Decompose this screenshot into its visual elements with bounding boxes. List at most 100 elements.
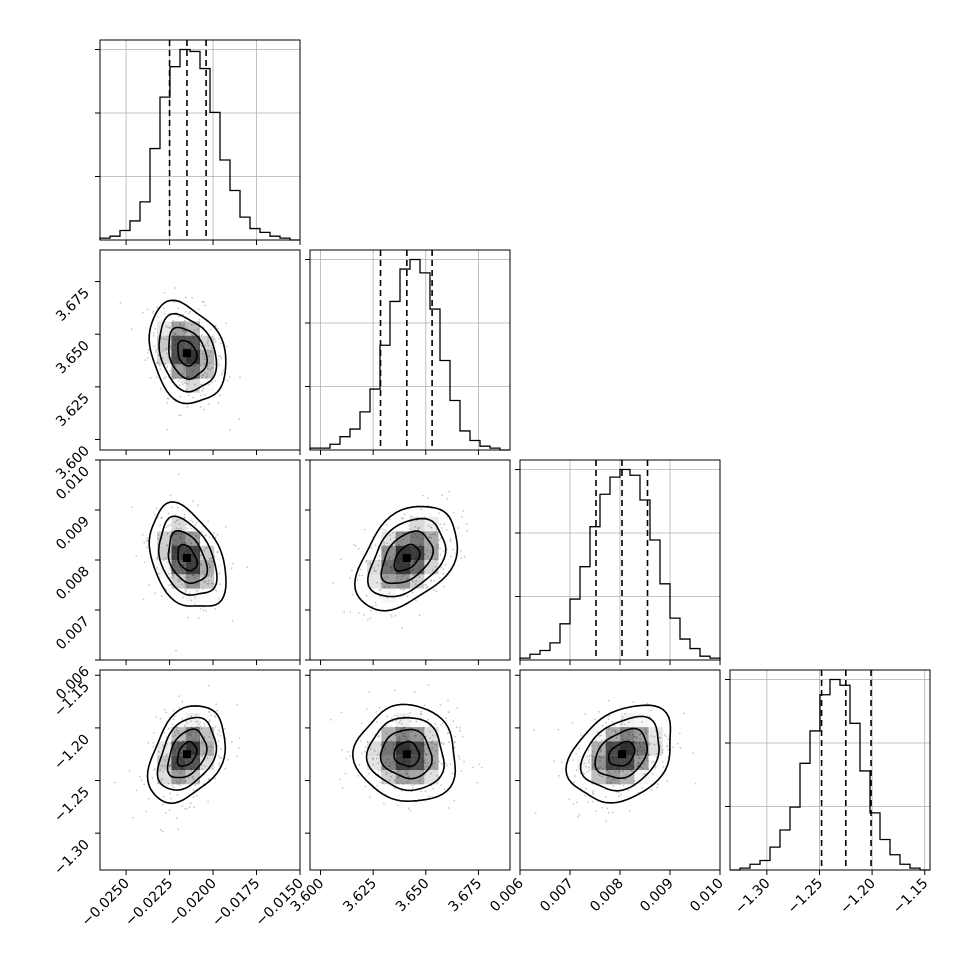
scatter-point	[161, 350, 164, 352]
scatter-point	[415, 599, 417, 602]
scatter-point	[398, 721, 401, 724]
contour-level-3	[148, 299, 227, 405]
scatter-point	[427, 497, 429, 500]
scatter-point	[406, 781, 409, 784]
scatter-point	[220, 748, 223, 750]
scatter-point	[183, 379, 185, 382]
scatter-point	[229, 429, 231, 431]
scatter-point	[204, 355, 207, 358]
scatter-point	[178, 523, 181, 526]
scatter-point	[157, 537, 160, 540]
scatter-point	[645, 757, 648, 759]
scatter-point	[203, 765, 206, 768]
scatter-point	[459, 730, 462, 732]
scatter-point	[453, 741, 456, 744]
scatter-point	[224, 727, 226, 730]
scatter-point	[587, 749, 590, 752]
scatter-point	[217, 729, 220, 731]
scatter-point	[181, 383, 184, 385]
scatter-point	[618, 783, 621, 786]
contour-level-2	[365, 716, 445, 792]
scatter-point	[160, 595, 163, 597]
scatter-point	[420, 717, 422, 719]
scatter-point	[585, 770, 588, 773]
contour-level-2	[156, 716, 218, 791]
scatter-point	[441, 494, 444, 497]
scatter-point	[200, 530, 203, 533]
density-cell	[185, 755, 200, 770]
scatter-point	[219, 394, 222, 397]
scatter-point	[420, 790, 423, 793]
scatter-point	[174, 287, 176, 289]
scatter-point	[170, 797, 172, 800]
scatter-point	[560, 761, 563, 764]
scatter-point	[424, 753, 427, 756]
panel-content	[520, 670, 720, 870]
scatter-point	[433, 762, 436, 765]
scatter-point	[177, 578, 180, 581]
scatter-point	[211, 736, 214, 739]
scatter-point	[620, 728, 623, 731]
scatter-point	[612, 778, 615, 781]
scatter-point	[353, 543, 355, 546]
scatter-point	[358, 763, 361, 766]
scatter-point	[438, 512, 440, 514]
scatter-point	[358, 548, 360, 550]
scatter-point	[357, 774, 359, 777]
scatter-point	[476, 781, 479, 784]
scatter-point	[402, 734, 404, 737]
scatter-point	[378, 555, 381, 557]
scatter-point	[585, 787, 587, 790]
density-cell	[171, 741, 186, 756]
density-cell	[171, 560, 186, 575]
scatter-point	[210, 714, 213, 717]
scatter-point	[207, 520, 210, 523]
scatter-point	[365, 559, 368, 562]
scatter-point	[184, 588, 187, 591]
scatter-point	[216, 709, 219, 712]
scatter-point	[387, 758, 390, 761]
contour-level-0	[177, 543, 198, 572]
scatter-point	[209, 732, 212, 734]
scatter-point	[638, 733, 641, 736]
scatter-point	[208, 735, 211, 738]
scatter-point	[192, 532, 195, 535]
scatter-point	[666, 746, 669, 748]
scatter-point	[178, 384, 181, 387]
scatter-point	[207, 364, 209, 367]
scatter-point	[199, 348, 202, 351]
scatter-point	[389, 613, 392, 616]
scatter-point	[379, 595, 382, 598]
scatter-point	[167, 397, 170, 400]
scatter-point	[378, 559, 380, 562]
scatter-point	[198, 318, 201, 321]
scatter-point	[238, 418, 241, 420]
scatter-point	[177, 528, 180, 530]
scatter-point	[226, 379, 229, 382]
scatter-point	[200, 345, 203, 348]
scatter-point	[571, 722, 574, 724]
scatter-point	[366, 741, 369, 743]
scatter-point	[452, 511, 455, 514]
scatter-point	[219, 355, 222, 358]
scatter-point	[185, 379, 188, 382]
scatter-point	[599, 750, 602, 753]
scatter-point	[409, 809, 411, 812]
scatter-point	[411, 591, 414, 594]
scatter-point	[163, 732, 166, 734]
scatter-point	[443, 788, 446, 791]
scatter-point	[207, 778, 210, 780]
panel-frame	[309, 669, 511, 871]
scatter-point	[389, 765, 391, 768]
scatter-point	[620, 722, 623, 725]
scatter-point	[458, 755, 460, 757]
scatter-point	[480, 766, 483, 769]
scatter-point	[159, 387, 162, 390]
scatter-point	[665, 735, 668, 737]
scatter-point	[163, 312, 166, 315]
scatter-point	[376, 785, 379, 787]
scatter-point	[143, 561, 146, 563]
scatter-point	[215, 590, 218, 592]
scatter-point	[450, 555, 452, 558]
scatter-point	[196, 720, 199, 723]
